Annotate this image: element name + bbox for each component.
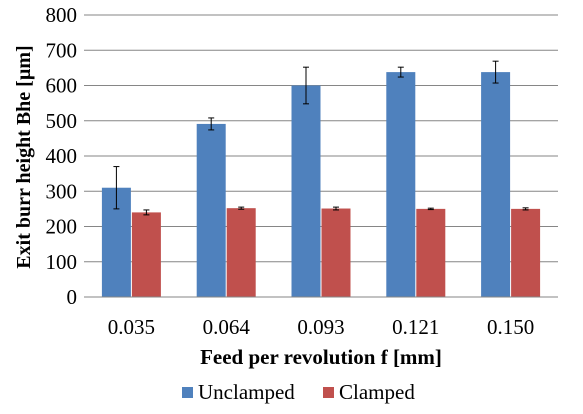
y-tick-500: 500: [46, 109, 78, 133]
bar-unclamped-0.150: [481, 72, 511, 297]
legend-swatch-unclamped: [182, 387, 193, 398]
error-bars: [113, 60, 529, 216]
bar-clamped-0.121: [416, 208, 446, 297]
x-tick-0.093: 0.093: [297, 315, 344, 339]
bar-clamped-0.150: [511, 208, 541, 297]
x-tick-0.121: 0.121: [392, 315, 439, 339]
y-tick-200: 200: [46, 215, 78, 239]
y-tick-700: 700: [46, 38, 78, 62]
legend-swatch-clamped: [323, 387, 334, 398]
y-tick-800: 800: [46, 3, 78, 27]
bar-unclamped-0.093: [291, 85, 321, 297]
y-tick-300: 300: [46, 179, 78, 203]
y-tick-0: 0: [67, 285, 78, 309]
y-tick-400: 400: [46, 144, 78, 168]
x-tick-labels: 0.035 0.064 0.093 0.121 0.150: [108, 315, 534, 339]
legend-label-unclamped: Unclamped: [198, 380, 295, 404]
bar-unclamped-0.064: [196, 123, 226, 297]
x-tick-0.150: 0.150: [487, 315, 534, 339]
legend: Unclamped Clamped: [182, 380, 415, 404]
y-axis-label: Exit burr height Bhe [µm]: [13, 45, 35, 268]
y-tick-labels: 0 100 200 300 400 500 600 700 800: [46, 3, 78, 309]
gridlines: [84, 14, 558, 263]
x-axis-label: Feed per revolution f [mm]: [200, 345, 442, 369]
y-tick-100: 100: [46, 250, 78, 274]
bars: [101, 72, 541, 297]
y-tick-600: 600: [46, 74, 78, 98]
bar-clamped-0.064: [226, 208, 256, 297]
legend-label-clamped: Clamped: [339, 380, 415, 404]
bar-unclamped-0.121: [386, 72, 416, 297]
x-tick-0.035: 0.035: [108, 315, 155, 339]
bar-clamped-0.035: [131, 212, 161, 297]
x-tick-0.064: 0.064: [203, 315, 251, 339]
bar-clamped-0.093: [321, 208, 351, 297]
